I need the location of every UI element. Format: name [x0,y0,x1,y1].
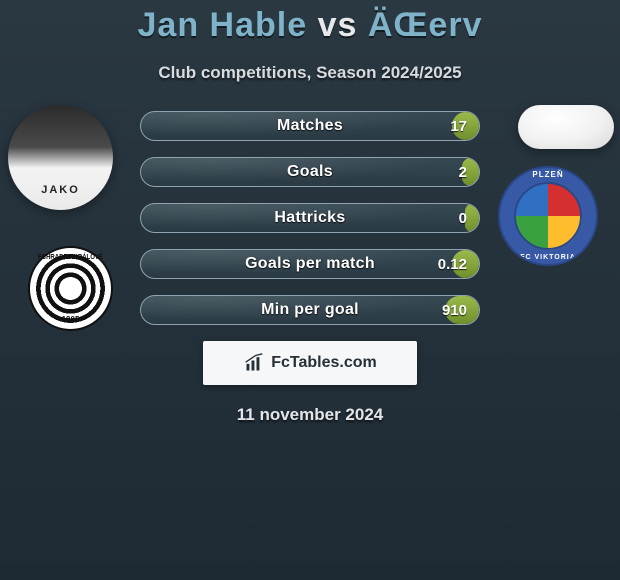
subtitle: Club competitions, Season 2024/2025 [0,63,620,83]
stat-label: Goals [141,158,479,186]
stat-value: 2 [459,158,467,186]
stat-value: 17 [450,112,467,140]
player1-club-badge: FCHRADEC KRÁLOVÉ 1905 [28,246,113,331]
stat-bars: Matches 17 Goals 2 Hattricks 0 Goals per… [140,111,480,325]
stat-bar-hattricks: Hattricks 0 [140,203,480,233]
date-label: 11 november 2024 [0,405,620,425]
player2-club-badge: PLZEŇ FC VIKTORIA [498,166,598,266]
brand-box[interactable]: FcTables.com [203,341,417,385]
player2-name: ÄŒerv [368,6,483,44]
bar-chart-icon [243,353,265,373]
club-left-year: 1905 [30,315,111,324]
club-right-quarters-icon [514,182,582,250]
vs-label: vs [318,6,358,44]
stat-value: 0 [459,204,467,232]
page-title: Jan Hable vs ÄŒerv [0,0,620,45]
club-right-bottom: FC VIKTORIA [500,254,596,261]
player1-name: Jan Hable [138,6,308,44]
stat-bar-goals: Goals 2 [140,157,480,187]
comparison-region: FCHRADEC KRÁLOVÉ 1905 PLZEŇ FC VIKTORIA … [0,111,620,425]
stat-value: 910 [442,296,467,324]
stat-bar-matches: Matches 17 [140,111,480,141]
club-right-top: PLZEŇ [500,170,596,179]
brand-text: FcTables.com [271,354,377,372]
player2-avatar [518,105,614,149]
stat-label: Min per goal [141,296,479,324]
stat-bar-goals-per-match: Goals per match 0.12 [140,249,480,279]
stat-label: Goals per match [141,250,479,278]
stat-bar-min-per-goal: Min per goal 910 [140,295,480,325]
player1-avatar [8,105,113,210]
stat-label: Hattricks [141,204,479,232]
stat-value: 0.12 [438,250,467,278]
club-left-name: FCHRADEC KRÁLOVÉ [36,254,106,261]
stat-label: Matches [141,112,479,140]
